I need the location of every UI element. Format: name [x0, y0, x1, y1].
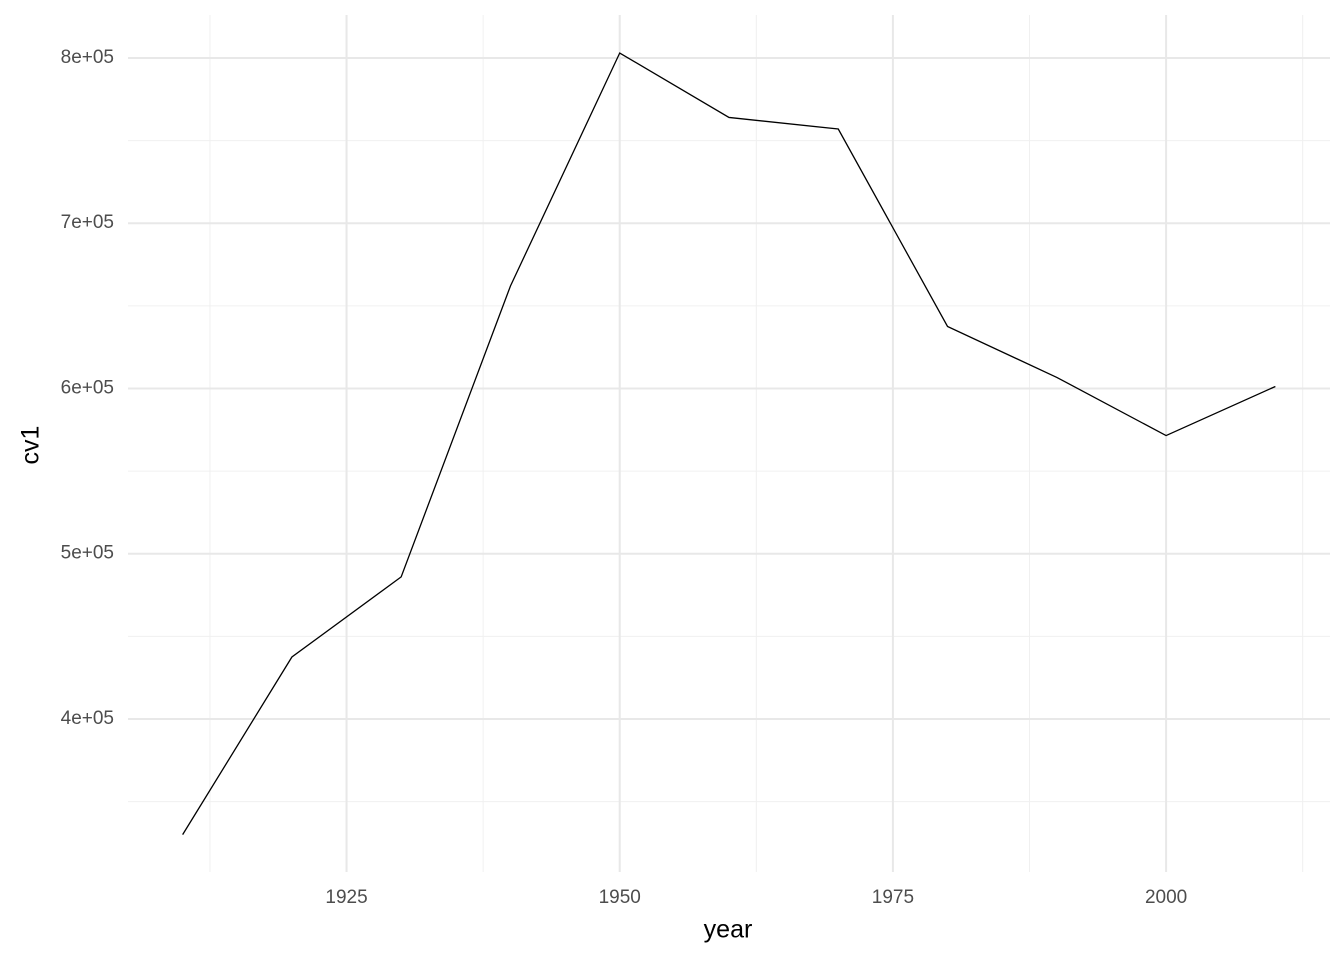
y-tick-label: 6e+05 — [61, 377, 114, 398]
x-tick-label: 1950 — [599, 887, 641, 908]
x-tick-label: 2000 — [1145, 887, 1187, 908]
data-line — [182, 52, 1276, 835]
y-axis-label: cv1 — [17, 426, 45, 465]
y-tick-label: 7e+05 — [61, 212, 114, 233]
y-tick-label: 5e+05 — [61, 543, 114, 564]
x-axis-label: year — [704, 916, 753, 944]
y-tick-label: 4e+05 — [61, 708, 114, 729]
y-tick-label: 8e+05 — [61, 47, 114, 68]
x-tick-label: 1925 — [325, 887, 367, 908]
x-tick-label: 1975 — [872, 887, 914, 908]
